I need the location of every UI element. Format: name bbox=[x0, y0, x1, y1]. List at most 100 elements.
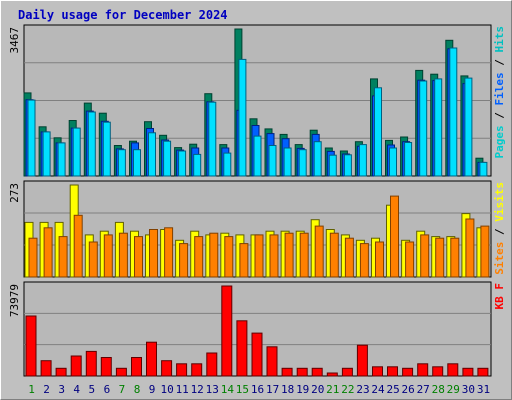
sites-bar bbox=[194, 236, 204, 278]
kbytes-bar bbox=[70, 355, 82, 377]
x-axis-label: 20 bbox=[311, 383, 324, 396]
hits-bar bbox=[72, 127, 81, 177]
kbytes-bar bbox=[236, 320, 248, 377]
x-axis-label: 11 bbox=[176, 383, 189, 396]
sites-bar bbox=[209, 232, 219, 278]
x-axis-label: 23 bbox=[356, 383, 369, 396]
kbytes-bar bbox=[402, 367, 414, 377]
x-axis-label: 25 bbox=[386, 383, 399, 396]
kbytes-bar bbox=[161, 360, 173, 377]
hits-bar bbox=[374, 87, 382, 177]
hits-bar bbox=[148, 132, 156, 177]
x-axis-label: 7 bbox=[119, 383, 126, 396]
sites-bar bbox=[28, 237, 38, 278]
x-axis-label: 8 bbox=[134, 383, 141, 396]
hits-bar bbox=[328, 154, 337, 177]
legend-separator: / bbox=[493, 222, 506, 242]
x-axis-label: 9 bbox=[149, 383, 156, 396]
x-axis-label: 26 bbox=[401, 383, 414, 396]
kbytes-bar bbox=[266, 346, 278, 377]
hits-bar bbox=[57, 142, 66, 177]
sites-bar bbox=[118, 232, 128, 278]
x-axis-label: 28 bbox=[432, 383, 445, 396]
legend-separator: / bbox=[493, 53, 506, 73]
hits-bar bbox=[389, 147, 397, 177]
visits-legend: Sites / Visits bbox=[493, 182, 506, 275]
x-axis-label: 6 bbox=[104, 383, 111, 396]
legend-item: Pages bbox=[493, 125, 506, 158]
sites-bar bbox=[450, 237, 460, 278]
sites-bar bbox=[43, 227, 53, 278]
x-axis-label: 14 bbox=[221, 383, 235, 396]
sites-bar bbox=[269, 234, 279, 278]
x-axis-label: 12 bbox=[191, 383, 204, 396]
kbytes-bar bbox=[462, 367, 474, 377]
kbytes-bar bbox=[387, 366, 398, 377]
kbytes-bar bbox=[115, 367, 127, 377]
legend-item: KB F bbox=[493, 283, 506, 310]
kbytes-bar bbox=[281, 367, 293, 377]
hits-bar bbox=[479, 161, 488, 177]
kbytes-bar bbox=[55, 367, 67, 377]
x-axis-label: 3 bbox=[58, 383, 65, 396]
sites-bar bbox=[73, 214, 83, 278]
kbytes-bar bbox=[85, 350, 97, 377]
hits-bar bbox=[343, 154, 352, 177]
sites-bar bbox=[314, 225, 324, 278]
hits-bar bbox=[419, 80, 428, 177]
kbytes-bar bbox=[447, 363, 459, 377]
x-axis-label: 17 bbox=[266, 383, 279, 396]
hits-bar bbox=[268, 145, 277, 177]
kbytes-bar bbox=[372, 366, 383, 377]
sites-bar bbox=[149, 229, 158, 278]
x-axis-label: 13 bbox=[206, 383, 219, 396]
sites-bar bbox=[224, 236, 234, 278]
legend-item: Visits bbox=[493, 182, 506, 222]
hits-bar bbox=[102, 121, 111, 177]
x-axis-label: 16 bbox=[251, 383, 264, 396]
x-axis-label: 21 bbox=[326, 383, 339, 396]
hits-bar bbox=[313, 141, 322, 177]
sites-bar bbox=[465, 218, 475, 278]
chart-panels: 3467 Pages / Files / Hits 273 Sites / Visit… bbox=[8, 24, 506, 377]
kbytes-bar bbox=[251, 332, 263, 377]
hits-bar bbox=[238, 58, 247, 177]
hits-bar bbox=[223, 152, 232, 177]
x-axis-label: 15 bbox=[236, 383, 249, 396]
x-axis-label: 2 bbox=[43, 383, 50, 396]
hits-panel: 3467 Pages / Files / Hits bbox=[8, 24, 506, 177]
sites-bar bbox=[329, 232, 339, 278]
kbytes-legend: KB F bbox=[493, 283, 506, 310]
hits-bar bbox=[133, 149, 141, 177]
hits-bar bbox=[404, 142, 413, 177]
visits-panel: 273 Sites / Visits bbox=[8, 180, 506, 278]
sites-bar bbox=[134, 236, 143, 278]
hits-bar bbox=[117, 149, 126, 177]
hits-bar bbox=[283, 147, 292, 177]
y-axis-max-label: 73979 bbox=[8, 284, 21, 317]
kbytes-bar bbox=[356, 344, 368, 377]
kbytes-bar bbox=[131, 357, 142, 377]
sites-bar bbox=[435, 237, 445, 278]
kbytes-bar bbox=[25, 315, 37, 377]
sites-bar bbox=[179, 243, 189, 278]
sites-bar bbox=[359, 243, 369, 278]
hits-legend: Pages / Files / Hits bbox=[493, 26, 506, 159]
x-axis-label: 31 bbox=[477, 383, 490, 396]
x-axis-label: 18 bbox=[281, 383, 294, 396]
hits-bar bbox=[193, 153, 202, 177]
x-axis-label: 29 bbox=[447, 383, 460, 396]
sites-bar bbox=[284, 232, 294, 278]
x-axis-label: 24 bbox=[371, 383, 385, 396]
sites-bar bbox=[375, 241, 384, 278]
x-axis-label: 4 bbox=[73, 383, 80, 396]
legend-item: Files bbox=[493, 72, 506, 105]
kbytes-bar bbox=[146, 341, 157, 377]
sites-bar bbox=[344, 237, 354, 278]
y-axis-max-label: 3467 bbox=[8, 27, 21, 54]
x-axis-label: 10 bbox=[160, 383, 173, 396]
hits-bar bbox=[298, 149, 307, 177]
chart-title: Daily usage for December 2024 bbox=[18, 8, 228, 22]
kbytes-bar bbox=[206, 352, 218, 377]
sites-bar bbox=[420, 234, 430, 278]
